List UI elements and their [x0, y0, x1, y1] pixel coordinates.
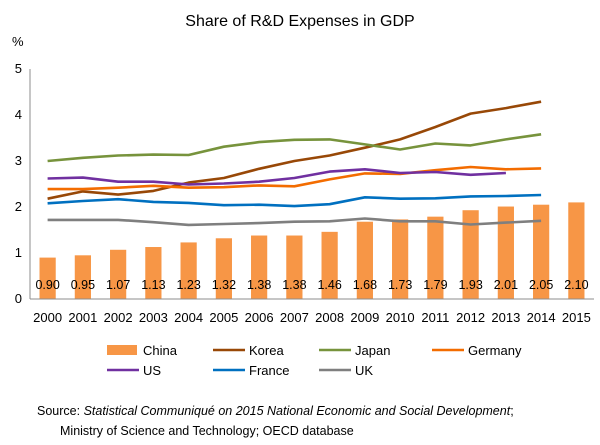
bar-china-2002 — [110, 249, 127, 299]
x-tick-label-2014: 2014 — [527, 310, 556, 325]
legend: China Korea Japan Germany US France UK — [107, 343, 522, 378]
legend-label-us: US — [143, 363, 161, 378]
data-label-2000: 0.90 — [35, 278, 59, 292]
bar-china-2013 — [497, 206, 514, 299]
x-tick-label-2003: 2003 — [139, 310, 168, 325]
data-label-2006: 1.38 — [247, 278, 271, 292]
line-germany — [47, 165, 542, 191]
data-label-2004: 1.23 — [176, 278, 200, 292]
plot-area: 0 1 2 3 4 5 0.90 0.95 1.07 1.13 1.23 1.32 1.38 1.38 1.… — [15, 61, 594, 325]
data-label-2014: 2.05 — [529, 278, 553, 292]
bar-china-2004 — [180, 242, 197, 299]
chart: Share of R&D Expenses in GDP % 0 1 2 3 4 5 0.9… — [12, 13, 594, 378]
data-label-2005: 1.32 — [212, 278, 236, 292]
legend-label-germany: Germany — [468, 343, 522, 358]
bar-china-2015 — [568, 202, 585, 299]
bar-china-2003 — [145, 247, 162, 299]
x-tick-label-2005: 2005 — [209, 310, 238, 325]
x-tick-label-2011: 2011 — [421, 310, 449, 325]
source-line-2: Ministry of Science and Technology; OECD… — [60, 424, 354, 438]
bar-china-2010 — [392, 219, 409, 299]
bar-china-2009 — [356, 221, 373, 299]
legend-label-france: France — [249, 363, 289, 378]
source-prefix: Source: — [37, 404, 84, 418]
bar-china-2014 — [533, 204, 550, 299]
data-label-2003: 1.13 — [141, 278, 165, 292]
legend-label-japan: Japan — [355, 343, 390, 358]
bar-china-2007 — [286, 235, 303, 299]
x-tick-label-2006: 2006 — [245, 310, 274, 325]
data-label-2012: 1.93 — [458, 278, 482, 292]
bar-china-2008 — [321, 231, 338, 299]
legend-swatch-china — [107, 345, 137, 355]
bar-china-2006 — [251, 235, 268, 299]
bar-china-2000 — [39, 257, 56, 299]
x-tick-label-2004: 2004 — [174, 310, 203, 325]
x-tick-label-2002: 2002 — [104, 310, 133, 325]
x-tick-label-2001: 2001 — [68, 310, 97, 325]
y-tick-label: 2 — [15, 199, 22, 214]
y-tick-label: 1 — [15, 245, 22, 260]
y-tick-label: 0 — [15, 291, 22, 306]
source-suffix: ; — [510, 404, 514, 418]
bar-china-2011 — [427, 216, 444, 299]
bar-china-2001 — [74, 255, 91, 299]
data-label-2010: 1.73 — [388, 278, 412, 292]
data-label-2007: 1.38 — [282, 278, 306, 292]
bar-china-2005 — [215, 238, 232, 299]
y-tick-label: 5 — [15, 61, 22, 76]
data-label-2015: 2.10 — [564, 278, 588, 292]
y-tick-label: 3 — [15, 153, 22, 168]
line-uk — [47, 217, 542, 227]
bar-china-2012 — [462, 210, 479, 299]
data-label-2008: 1.46 — [317, 278, 341, 292]
line-us — [47, 168, 506, 186]
x-tick-label-2015: 2015 — [562, 310, 591, 325]
line-france — [47, 193, 542, 208]
x-tick-label-2008: 2008 — [315, 310, 344, 325]
x-tick-label-2000: 2000 — [33, 310, 62, 325]
data-label-2001: 0.95 — [71, 278, 95, 292]
x-tick-label-2012: 2012 — [456, 310, 485, 325]
source-title: Statistical Communiqué on 2015 National … — [83, 404, 511, 418]
y-axis-unit: % — [12, 34, 24, 49]
data-label-2009: 1.68 — [353, 278, 377, 292]
x-tick-label-2010: 2010 — [386, 310, 415, 325]
data-label-2011: 1.79 — [423, 278, 447, 292]
data-label-2013: 2.01 — [494, 278, 518, 292]
y-tick-label: 4 — [15, 107, 22, 122]
x-tick-label-2007: 2007 — [280, 310, 309, 325]
chart-title: Share of R&D Expenses in GDP — [185, 13, 414, 30]
line-korea — [47, 100, 542, 200]
legend-label-uk: UK — [355, 363, 373, 378]
x-tick-label-2009: 2009 — [350, 310, 379, 325]
x-tick-label-2013: 2013 — [491, 310, 520, 325]
source-note: Source: Statistical Communiqué on 2015 N… — [37, 401, 514, 441]
line-japan — [47, 133, 542, 163]
data-label-2002: 1.07 — [106, 278, 130, 292]
legend-label-china: China — [143, 343, 178, 358]
legend-label-korea: Korea — [249, 343, 284, 358]
source-line-1: Source: Statistical Communiqué on 2015 N… — [37, 401, 514, 421]
